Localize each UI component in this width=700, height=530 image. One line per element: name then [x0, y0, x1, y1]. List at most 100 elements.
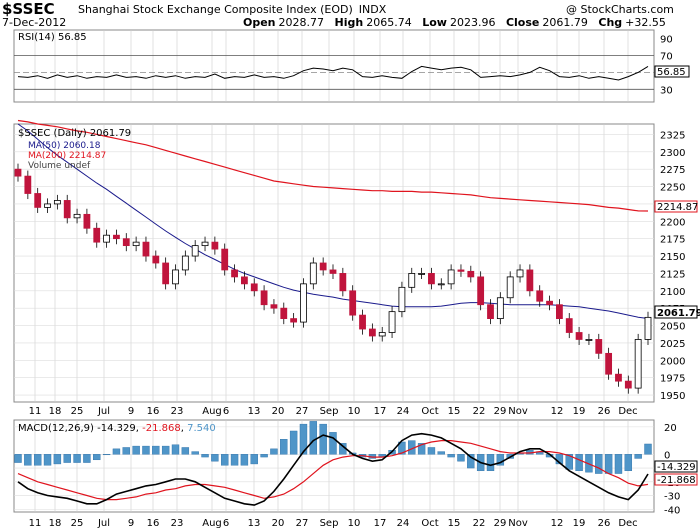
- macd-hist-bar: [201, 454, 209, 458]
- price-tick-label: 2300: [660, 148, 685, 159]
- x-tick-label: 23: [171, 406, 184, 417]
- candle-body: [231, 269, 238, 278]
- candle-body: [506, 276, 514, 299]
- price-tick-label: 1975: [660, 374, 685, 385]
- candle-body: [241, 276, 248, 285]
- candle-body: [634, 339, 642, 389]
- rsi-tag-text: 56.85: [657, 67, 686, 78]
- candle-body: [300, 283, 307, 323]
- candle-body: [477, 276, 485, 306]
- macd-hist-bar: [427, 447, 436, 455]
- candle-body: [615, 373, 622, 382]
- price-tick-label: 2200: [660, 217, 685, 228]
- price-tick-label: 2175: [660, 235, 685, 246]
- macd-hist-bar: [457, 454, 465, 462]
- x-tick-label: 13: [248, 406, 261, 417]
- x-axis-labels-top: 11 18 25 Jul 9 16 23 Aug 6 13 20 27 Sep 10 17 24 Oct 15 22…: [29, 406, 638, 417]
- close-label: Close: [505, 16, 540, 29]
- price-tick-label: 2100: [660, 287, 685, 298]
- candle-body: [624, 380, 632, 389]
- x-tick-label: Sep: [320, 518, 339, 529]
- candle-body: [526, 269, 534, 292]
- low-label: Low: [422, 16, 447, 29]
- x-tick-label: 25: [71, 406, 84, 417]
- macd-hist-bar: [447, 454, 455, 458]
- candle-body: [585, 339, 593, 341]
- watermark: @ StockCharts.com: [566, 3, 674, 16]
- x-tick-label: 19: [573, 406, 586, 417]
- candle-body: [280, 307, 288, 319]
- x-tick-label: 26: [598, 518, 611, 529]
- candle-body: [122, 238, 130, 247]
- price-tick-label: 2150: [660, 252, 685, 263]
- x-tick-label: 15: [448, 406, 461, 417]
- price-ticks: 2325230022752250222522002175215021252100…: [660, 130, 685, 402]
- price-tick-label: 2000: [660, 356, 685, 367]
- macd-hist-bar: [437, 451, 445, 455]
- macd-legend-hist: 7.540: [187, 423, 216, 434]
- macd-hist-bar: [181, 447, 190, 455]
- candle-body: [359, 314, 366, 330]
- legend-ssec: $SSEC (Daily) 2061.79: [18, 128, 131, 139]
- macd-hist-bar: [211, 454, 219, 462]
- macd-hist-bar: [230, 454, 239, 466]
- x-tick-label: 16: [147, 406, 160, 417]
- macd-hist-bar: [270, 448, 278, 455]
- macd-hist-bar: [112, 448, 121, 455]
- x-tick-label: 27: [296, 406, 309, 417]
- candle-body: [339, 273, 347, 292]
- candle-body: [329, 269, 337, 274]
- x-tick-label: 23: [171, 518, 184, 529]
- x-tick-label: 16: [147, 518, 160, 529]
- macd-hist-bar: [161, 445, 170, 455]
- x-tick-label: Dec: [618, 406, 637, 417]
- index-full-name: Shanghai Stock Exchange Composite Index …: [78, 3, 353, 16]
- rsi-panel-frame: [13, 29, 655, 103]
- x-tick-label: Oct: [421, 406, 438, 417]
- x-tick-label: 12: [551, 406, 564, 417]
- rsi-legend: RSI(14) 56.85: [18, 32, 87, 43]
- rsi-tick-label: 30: [660, 85, 673, 96]
- candle-body: [63, 200, 71, 219]
- candle-body: [516, 269, 524, 278]
- macd-hist-bar: [565, 454, 573, 470]
- candle-body: [211, 241, 219, 250]
- macd-tag: [654, 460, 698, 473]
- candle-body: [437, 283, 445, 286]
- candle-body: [270, 304, 278, 309]
- candle-body: [14, 168, 22, 177]
- close-tag-text: 2061.79: [657, 308, 700, 319]
- x-tick-label: Oct: [421, 518, 438, 529]
- macd-hist-bar: [575, 454, 583, 472]
- macd-hist-bar: [43, 454, 52, 466]
- chart-symbol: $SSEC: [2, 0, 55, 18]
- macd-hist-bar: [644, 443, 652, 455]
- x-tick-label: Nov: [508, 518, 528, 529]
- macd-hist-bar: [299, 423, 308, 455]
- low-value: 2023.96: [449, 16, 496, 29]
- macd-hist-bar: [14, 454, 22, 463]
- x-tick-label: 9: [128, 518, 134, 529]
- x-tick-label: 17: [374, 406, 387, 417]
- candle-body: [73, 213, 81, 219]
- macd-hist-bar: [260, 454, 268, 458]
- x-tick-label: 26: [598, 406, 611, 417]
- macd-legend: MACD(12,26,9) -14.329, -21.868, 7.540: [18, 423, 216, 434]
- rsi-tick-label: 90: [660, 34, 673, 45]
- candle-body: [467, 270, 475, 278]
- macd-tick-label: 0: [664, 450, 670, 461]
- candle-body: [290, 318, 298, 323]
- candle-body: [34, 193, 42, 208]
- rsi-tag: [654, 65, 690, 78]
- x-tick-label: 6: [223, 518, 229, 529]
- candle-body: [113, 234, 120, 240]
- macd-hist-bar: [280, 439, 288, 455]
- candle-body: [191, 245, 199, 257]
- rsi-line: [17, 65, 649, 81]
- candle-body: [93, 227, 101, 243]
- candle-body: [565, 318, 573, 333]
- macd-hist-bar: [634, 454, 642, 459]
- macd-hist-bar: [250, 454, 258, 465]
- x-tick-label: 25: [71, 518, 84, 529]
